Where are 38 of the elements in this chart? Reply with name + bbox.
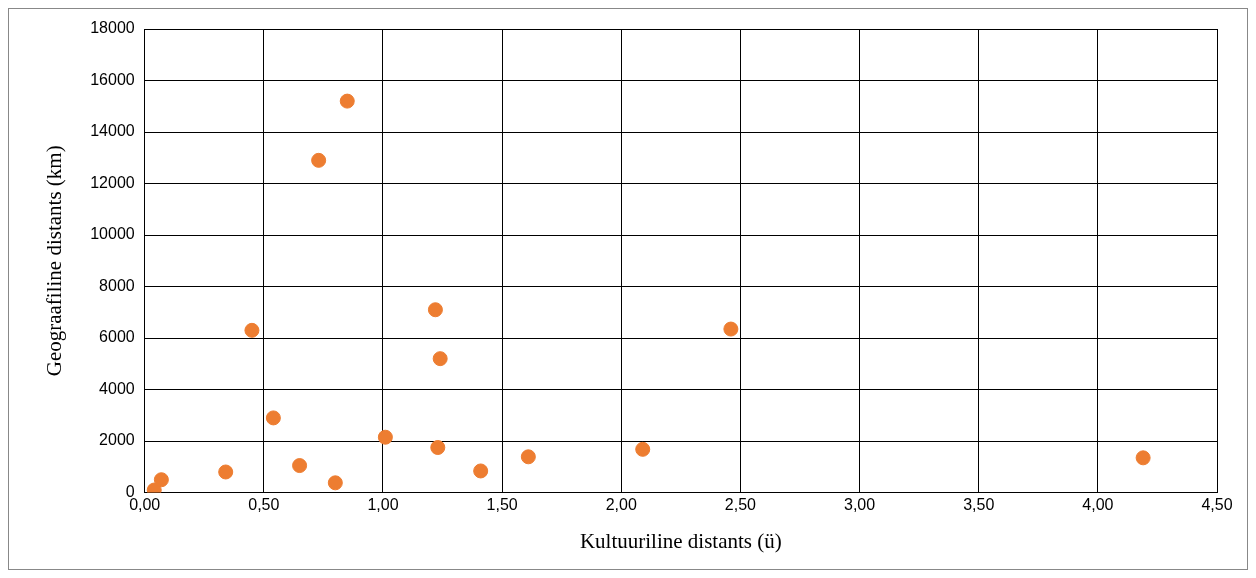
y-tick-label: 16000 (90, 70, 135, 88)
point (1135, 450, 1151, 466)
x-tick-label: 3,50 (963, 495, 995, 513)
y-tick-label: 6000 (99, 328, 135, 346)
y-axis-title: Geograafiline distants (km) (42, 145, 67, 377)
point (244, 322, 260, 338)
point (473, 463, 489, 479)
chart-frame: Kultuuriline distants (ü) Geograafiline distants (km) 0,00 0,50 1,00 1,50 2,00 2,50 3,00 3,50 4,00 4,50 0 2000 4000 6000 8000 10000 12000 14000 16000 18000 (8, 8, 1248, 570)
x-tick-label: 3,00 (843, 495, 876, 513)
x-tick-label: 1,50 (486, 495, 518, 513)
y-tick-label: 8000 (99, 276, 135, 294)
x-tick-label: 2,00 (605, 495, 637, 513)
y-tick-label: 4000 (99, 379, 135, 397)
x-tick-label: 4,00 (1082, 495, 1114, 513)
y-tick-label: 12000 (90, 173, 135, 191)
point (327, 475, 343, 491)
y-tick-label: 10000 (90, 225, 135, 243)
x-tick-label: 4,50 (1201, 495, 1233, 513)
point (218, 464, 234, 480)
y-tick-label: 2000 (99, 431, 135, 449)
y-tick-label: 14000 (90, 122, 135, 140)
point (520, 449, 536, 465)
x-tick-label: 0,50 (248, 495, 280, 513)
point (265, 410, 281, 426)
x-tick-label: 1,00 (367, 495, 399, 513)
point (153, 472, 169, 488)
point (432, 351, 448, 367)
point (377, 429, 393, 445)
point (427, 302, 443, 318)
point (635, 441, 651, 457)
point (311, 152, 327, 168)
y-tick-label: 18000 (90, 19, 135, 37)
x-axis-title: Kultuuriline distants (ü) (579, 528, 782, 553)
point (292, 458, 308, 474)
point (723, 321, 739, 337)
point (339, 93, 355, 109)
x-tick-label: 2,50 (724, 495, 757, 513)
point (430, 440, 446, 456)
